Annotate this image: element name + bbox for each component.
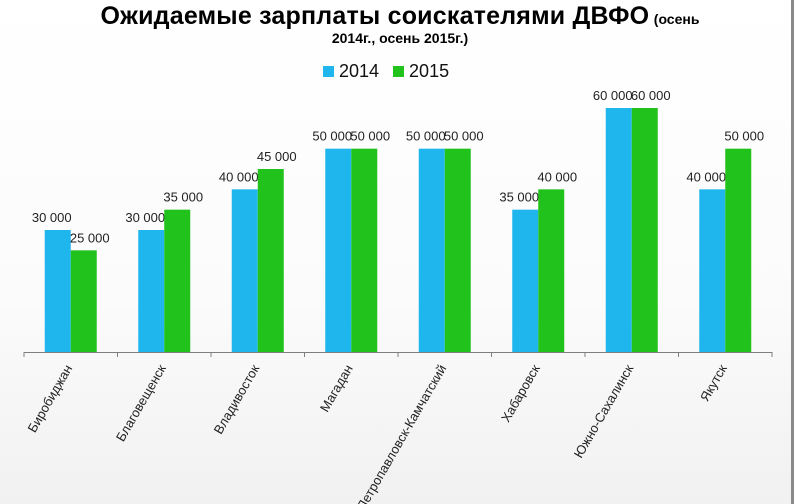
bar-2015-4 bbox=[444, 148, 471, 352]
x-tick-label-5: Хабаровск bbox=[498, 362, 543, 425]
data-label-2015-4: 50 000 bbox=[444, 129, 484, 144]
data-label-2015-7: 50 000 bbox=[724, 129, 764, 144]
bar-2015-6 bbox=[631, 108, 658, 352]
x-tick-label-6: Южно-Сахалинск bbox=[571, 362, 637, 461]
x-tick-label-1: Благовещенск bbox=[113, 362, 169, 444]
data-label-2014-0: 30 000 bbox=[32, 210, 72, 225]
data-label-2015-3: 50 000 bbox=[350, 129, 390, 144]
x-tick-label-7: Якутск bbox=[697, 362, 730, 404]
data-label-2014-2: 40 000 bbox=[219, 169, 259, 184]
bar-2014-3 bbox=[325, 148, 352, 352]
data-label-2014-6: 60 000 bbox=[593, 88, 633, 103]
legend-item-2015: 2015 bbox=[393, 61, 449, 82]
data-label-2015-1: 35 000 bbox=[163, 190, 203, 205]
data-label-2015-5: 40 000 bbox=[537, 169, 577, 184]
legend-swatch-2014 bbox=[323, 65, 334, 77]
chart-title: Ожидаемые зарплаты соискателями ДВФО (ос… bbox=[40, 2, 760, 46]
data-label-2014-7: 40 000 bbox=[686, 169, 726, 184]
legend-label-2014: 2014 bbox=[339, 60, 380, 81]
data-label-2014-4: 50 000 bbox=[406, 129, 446, 144]
bar-2014-5 bbox=[512, 209, 539, 352]
legend-swatch-2015 bbox=[393, 65, 405, 77]
data-label-2014-3: 50 000 bbox=[312, 129, 352, 144]
bar-2014-4 bbox=[418, 148, 445, 352]
chart-title-sub: (осень bbox=[653, 11, 700, 27]
bar-2014-1 bbox=[138, 230, 165, 352]
data-label-2015-6: 60 000 bbox=[631, 88, 671, 103]
bar-2014-6 bbox=[605, 108, 632, 352]
chart-title-main: Ожидаемые зарплаты соискателями ДВФО bbox=[100, 2, 650, 30]
legend-item-2014: 2014 bbox=[323, 61, 379, 82]
x-tick-label-0: Биробиджан bbox=[25, 362, 76, 435]
data-label-2015-0: 25 000 bbox=[70, 230, 110, 245]
data-label-2015-2: 45 000 bbox=[257, 149, 297, 164]
bar-2014-2 bbox=[231, 189, 258, 352]
bar-2015-2 bbox=[257, 169, 284, 352]
bar-2014-0 bbox=[44, 230, 71, 352]
chart-title-line2: 2014г., осень 2015г.) bbox=[331, 30, 469, 46]
bar-2015-3 bbox=[351, 148, 378, 352]
legend-label-2015: 2015 bbox=[409, 60, 450, 81]
x-tick-label-3: Магадан bbox=[317, 362, 356, 414]
bar-2015-1 bbox=[164, 209, 191, 352]
bar-2015-0 bbox=[70, 250, 97, 352]
chart-legend: 2014 2015 bbox=[323, 60, 449, 82]
x-tick-label-4: Петропавловск-Камчатский bbox=[354, 362, 450, 504]
bar-2015-5 bbox=[538, 189, 565, 352]
x-tick-label-2: Владивосток bbox=[211, 362, 263, 437]
bar-2014-7 bbox=[699, 189, 726, 352]
data-label-2014-5: 35 000 bbox=[499, 190, 539, 205]
data-label-2014-1: 30 000 bbox=[125, 210, 165, 225]
bar-2015-7 bbox=[725, 148, 752, 352]
